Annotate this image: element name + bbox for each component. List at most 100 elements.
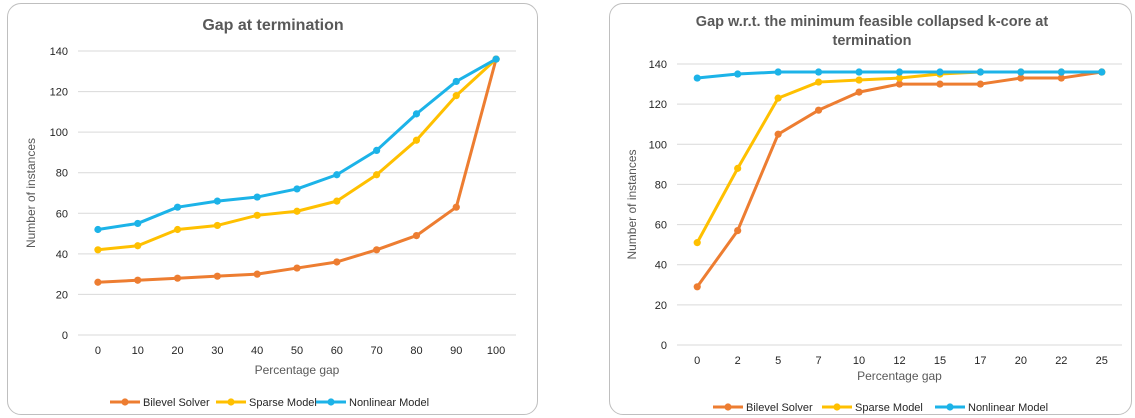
data-point [855, 68, 863, 76]
data-point [412, 110, 421, 118]
data-point [734, 164, 742, 172]
data-point [134, 219, 142, 228]
data-point [1057, 68, 1065, 76]
data-point [333, 258, 341, 266]
data-point [936, 68, 944, 76]
data-point [734, 70, 742, 78]
data-point [492, 55, 500, 63]
data-point [693, 239, 701, 247]
data-point [976, 80, 985, 88]
data-point [213, 197, 221, 205]
y-tick-label: 80 [56, 168, 68, 180]
data-point [173, 225, 182, 234]
legend-label: Nonlinear Model [968, 402, 1048, 414]
data-point [293, 207, 301, 215]
data-point [936, 80, 944, 88]
data-point [412, 232, 421, 240]
chart-svg-left: Gap at termination 0 20 40 60 80 100 120 140 0 10 2… [24, 17, 516, 409]
x-tick-label: 7 [816, 355, 822, 367]
x-tick-label: 50 [291, 345, 303, 357]
data-point [895, 80, 904, 88]
chart-title-line: termination [833, 33, 912, 49]
chart-title: Gap at termination [202, 17, 343, 34]
x-tick-label: 70 [371, 345, 383, 357]
x-tick-label: 40 [251, 345, 263, 357]
legend-marker [946, 403, 954, 411]
y-tick-label: 100 [649, 139, 667, 151]
y-tick-label: 140 [50, 46, 68, 58]
data-point [293, 264, 301, 272]
data-point [855, 88, 863, 96]
x-tick-label: 25 [1096, 355, 1108, 367]
data-point [1057, 74, 1065, 82]
x-tick-label: 20 [1015, 355, 1027, 367]
x-tick-label: 80 [410, 345, 422, 357]
x-axis-label: Percentage gap [857, 369, 942, 383]
y-tick-label: 140 [649, 59, 667, 71]
data-point [734, 226, 742, 235]
data-point [774, 68, 782, 76]
x-tick-label: 90 [450, 345, 462, 357]
data-point [693, 283, 701, 291]
legend-label: Bilevel Solver [746, 402, 813, 414]
data-point [452, 92, 460, 100]
x-tick-label: 0 [95, 345, 101, 357]
data-point [774, 130, 782, 138]
data-point [373, 146, 381, 154]
series-line [97, 57, 497, 231]
data-point [373, 246, 381, 254]
data-point [452, 203, 460, 211]
data-point [173, 203, 182, 211]
x-tick-label: 22 [1055, 355, 1067, 367]
data-point [452, 77, 460, 86]
data-point [1017, 74, 1025, 82]
legend-marker [227, 398, 235, 406]
data-point [134, 276, 142, 284]
legend-label: Sparse Model [855, 402, 923, 414]
data-point [253, 211, 261, 219]
data-point [213, 221, 221, 230]
data-point [1017, 68, 1025, 76]
x-tick-label: 10 [132, 345, 144, 357]
data-point [293, 185, 301, 193]
data-point [253, 193, 261, 201]
data-point [373, 171, 381, 179]
legend-label: Bilevel Solver [143, 397, 210, 409]
x-tick-label: 2 [735, 355, 741, 367]
legend-marker [724, 403, 732, 411]
legend-marker [327, 398, 335, 406]
y-tick-label: 40 [655, 260, 667, 272]
x-tick-label: 17 [974, 355, 986, 367]
data-point [333, 197, 341, 205]
data-point [814, 106, 823, 114]
chart-svg-right: Gap w.r.t. the minimum feasible collapse… [625, 14, 1122, 414]
series-line [695, 70, 1102, 244]
data-point [814, 68, 823, 76]
x-tick-label: 5 [775, 355, 781, 367]
chart-panel-gap-minimum-feasible: Gap w.r.t. the minimum feasible collapse… [609, 3, 1132, 415]
chart-title-line: Gap w.r.t. the minimum feasible collapse… [696, 14, 1049, 30]
legend-label: Sparse Model [249, 397, 317, 409]
legend-label: Nonlinear Model [349, 397, 429, 409]
y-axis-label: Number of instances [625, 149, 639, 259]
x-tick-label: 0 [694, 355, 700, 367]
series-line [97, 58, 498, 284]
data-point [134, 242, 142, 250]
x-tick-label: 20 [171, 345, 183, 357]
y-tick-label: 20 [655, 300, 667, 312]
y-tick-label: 0 [62, 330, 68, 342]
x-tick-label: 30 [211, 345, 223, 357]
data-point [895, 74, 904, 82]
y-tick-label: 40 [56, 249, 68, 261]
data-point [814, 78, 823, 86]
y-axis-label: Number of instances [24, 138, 38, 248]
y-tick-label: 60 [655, 220, 667, 232]
y-tick-label: 20 [56, 289, 68, 301]
data-point [855, 76, 863, 84]
y-tick-label: 60 [56, 208, 68, 220]
legend-marker [833, 403, 841, 411]
y-tick-label: 120 [50, 87, 68, 99]
x-tick-label: 15 [934, 355, 946, 367]
x-tick-label: 10 [853, 355, 865, 367]
x-tick-label: 60 [331, 345, 343, 357]
